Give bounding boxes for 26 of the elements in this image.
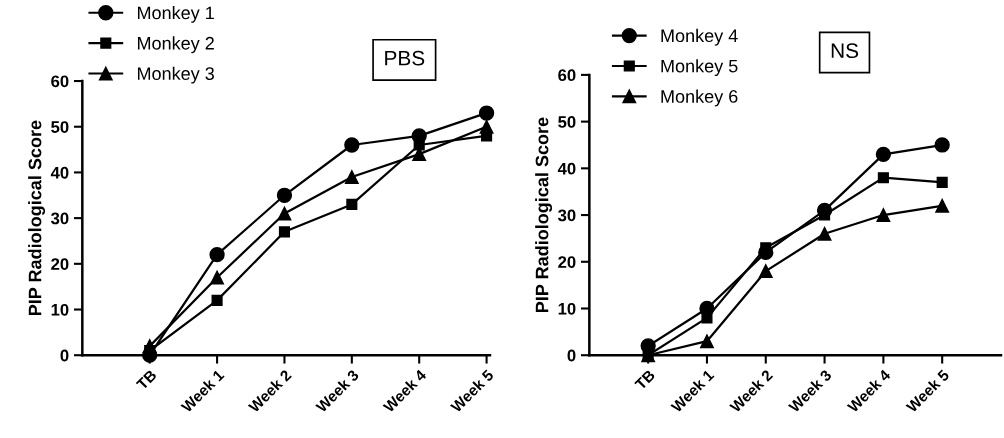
- y-tick-label: 60: [558, 69, 576, 82]
- y-tick-label: 50: [51, 121, 69, 133]
- y-axis-title: PIP Radiological Score: [535, 117, 553, 313]
- legend-label: Monkey 1: [137, 6, 214, 23]
- y-tick-label: 20: [558, 256, 576, 268]
- y-axis-title: PIP Radiological Score: [28, 120, 46, 316]
- chart-title: NS: [831, 43, 859, 59]
- legend-label: Monkey 3: [137, 66, 214, 84]
- y-tick-label: 20: [51, 258, 69, 271]
- y-tick-label: 60: [51, 75, 69, 88]
- y-tick-label: 40: [50, 166, 69, 179]
- y-tick-label: 30: [558, 209, 576, 222]
- legend-label: Monkey 2: [137, 36, 214, 54]
- x-tick-label: TB: [135, 369, 158, 391]
- y-tick-label: 10: [51, 303, 69, 316]
- legend-label: Monkey 4: [661, 28, 738, 46]
- y-tick-label: 10: [558, 302, 576, 315]
- legend-label: Monkey 5: [661, 59, 738, 77]
- y-tick-label: 0: [567, 349, 576, 362]
- y-tick-label: 30: [50, 212, 69, 225]
- y-tick-label: 0: [60, 349, 69, 362]
- y-tick-label: 40: [557, 162, 576, 175]
- y-tick-label: 50: [558, 116, 576, 128]
- x-tick-label: TB: [634, 369, 656, 391]
- legend-label: Monkey 6: [661, 89, 738, 107]
- chart-title: PBS: [385, 50, 425, 66]
